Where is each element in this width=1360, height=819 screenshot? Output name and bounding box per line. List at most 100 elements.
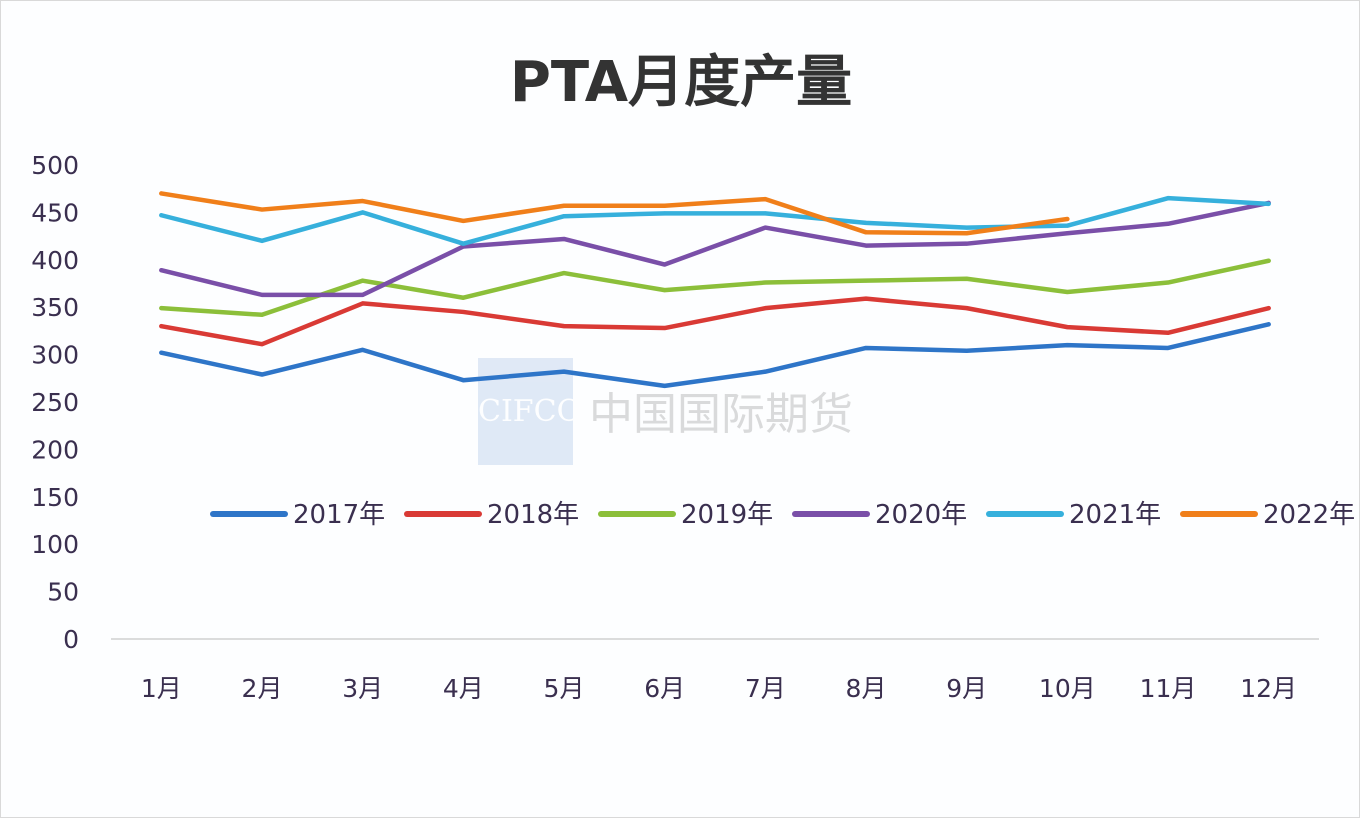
data-point (159, 213, 164, 218)
data-point (260, 238, 264, 243)
legend-item: 2018年 (404, 500, 579, 530)
legend-label: 2018年 (487, 500, 579, 530)
data-point (964, 241, 969, 246)
y-tick-label: 300 (31, 341, 79, 370)
data-point (763, 280, 768, 285)
legend-item: 2017年 (210, 500, 385, 530)
data-point (662, 383, 667, 388)
x-tick-label: 2月 (242, 674, 283, 703)
data-point (1166, 280, 1170, 285)
data-point (1065, 325, 1070, 330)
series-line-2017年 (159, 322, 1271, 389)
x-tick-label: 9月 (946, 674, 987, 703)
data-point (360, 199, 365, 204)
data-point (260, 342, 264, 347)
legend-label: 2021年 (1069, 500, 1161, 530)
data-point (1266, 258, 1271, 263)
data-point (562, 271, 566, 276)
data-point (562, 214, 566, 219)
data-point (1266, 306, 1271, 311)
data-point (662, 326, 667, 331)
data-point (562, 236, 566, 241)
data-point (159, 268, 164, 273)
data-point (1065, 343, 1070, 348)
y-tick-label: 350 (31, 293, 79, 322)
x-tick-label: 7月 (745, 674, 786, 703)
y-tick-label: 400 (31, 246, 79, 275)
data-point (864, 296, 868, 301)
data-point (763, 211, 768, 216)
data-point (1065, 223, 1070, 228)
data-point (864, 220, 868, 225)
data-point (964, 225, 969, 230)
data-point (763, 225, 768, 230)
data-point (662, 262, 667, 267)
x-tick-label: 5月 (544, 674, 585, 703)
data-point (1166, 196, 1170, 201)
data-point (763, 197, 768, 202)
data-point (562, 203, 566, 208)
series-line-2021年 (159, 195, 1271, 246)
x-tick-label: 4月 (443, 674, 484, 703)
data-point (159, 350, 164, 355)
x-tick-label: 6月 (644, 674, 685, 703)
y-tick-label: 0 (63, 625, 79, 654)
data-point (964, 306, 969, 311)
legend-label: 2017年 (293, 500, 385, 530)
data-point (964, 276, 969, 281)
y-tick-label: 50 (47, 578, 79, 607)
legend-item: 2021年 (986, 500, 1161, 530)
y-tick-label: 450 (31, 198, 79, 227)
data-point (159, 191, 164, 196)
data-point (159, 324, 164, 329)
series-line-2020年 (159, 200, 1271, 298)
data-point (1166, 330, 1170, 335)
data-point (964, 231, 969, 236)
data-point (360, 210, 365, 215)
data-point (260, 292, 264, 297)
legend-label: 2022年 (1263, 500, 1355, 530)
y-tick-label: 250 (31, 388, 79, 417)
data-point (864, 345, 868, 350)
data-point (763, 369, 768, 374)
data-point (360, 347, 365, 352)
data-point (662, 288, 667, 293)
legend-item: 2020年 (792, 500, 967, 530)
data-point (1065, 231, 1070, 236)
data-point (260, 312, 264, 317)
x-tick-label: 3月 (342, 674, 383, 703)
legend-label: 2020年 (875, 500, 967, 530)
data-point (360, 278, 365, 283)
data-point (662, 211, 667, 216)
data-point (461, 378, 466, 383)
y-tick-label: 100 (31, 530, 79, 559)
data-point (461, 295, 466, 300)
data-point (1065, 217, 1070, 222)
data-point (1065, 290, 1070, 295)
legend-item: 2022年 (1180, 500, 1355, 530)
x-tick-label: 8月 (846, 674, 887, 703)
data-point (662, 203, 667, 208)
series-line-2018年 (159, 296, 1271, 347)
y-tick-label: 150 (31, 483, 79, 512)
data-point (1266, 201, 1271, 206)
svg-text:中国国际期货: 中国国际期货 (589, 389, 853, 440)
data-point (864, 230, 868, 235)
data-point (360, 301, 365, 306)
data-point (461, 241, 466, 246)
data-point (1266, 322, 1271, 327)
series-line-2019年 (159, 258, 1271, 318)
svg-text:CIFCO: CIFCO (478, 394, 581, 429)
legend-label: 2019年 (681, 500, 773, 530)
data-point (562, 369, 566, 374)
x-tick-label: 1月 (141, 674, 182, 703)
data-point (159, 306, 164, 311)
data-point (864, 278, 868, 283)
x-tick-label: 12月 (1240, 674, 1297, 703)
data-point (360, 292, 365, 297)
x-tick-label: 10月 (1039, 674, 1096, 703)
series-line-2022年 (159, 191, 1070, 236)
legend-item: 2019年 (598, 500, 773, 530)
